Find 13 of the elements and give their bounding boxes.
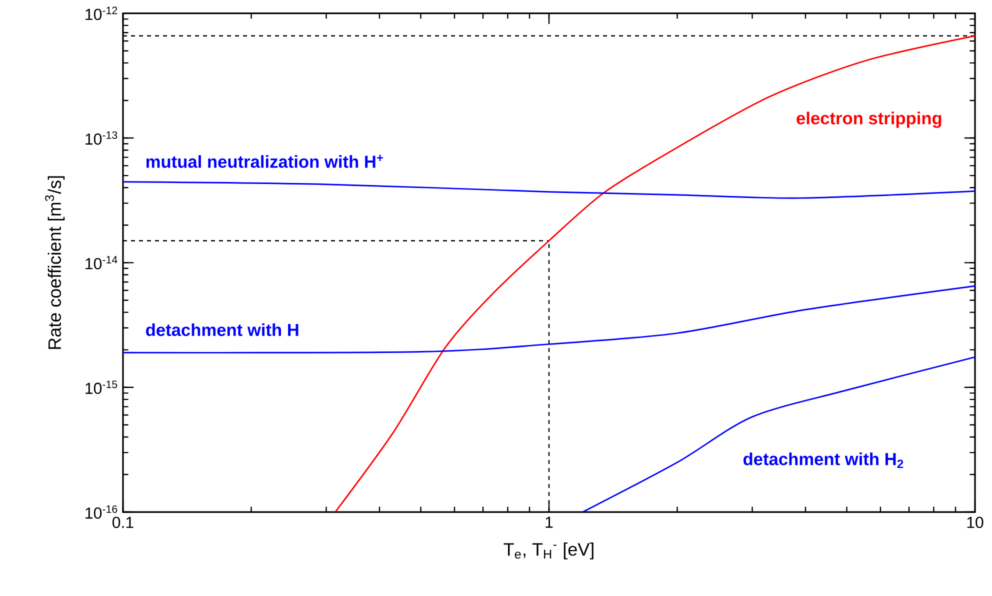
y-tick-label: 10$^{-13}$ <box>86 131 118 145</box>
x-tick-label: 1 <box>546 516 553 528</box>
series-label: electron stripping <box>796 112 942 128</box>
x-tick-label: 0.1 <box>112 516 134 528</box>
series-label: mutual neutralization with H$^{+}$ <box>146 154 384 168</box>
y-tick-label: 10$^{-15}$ <box>86 380 118 394</box>
y-tick-label: 10$^{-14}$ <box>86 256 118 270</box>
x-axis-title: T$_{e}$, T$_{H}$$^{-}$ [eV] <box>504 542 594 560</box>
series-label: detachment with H <box>146 323 298 336</box>
y-tick-label: 10$^{-12}$ <box>86 6 118 20</box>
x-tick-label: 10 <box>967 516 984 528</box>
y-axis-title: Rate coefficient [m$^{3}$/s] <box>45 176 65 349</box>
series-label: detachment with H$_{2}$ <box>743 452 904 468</box>
